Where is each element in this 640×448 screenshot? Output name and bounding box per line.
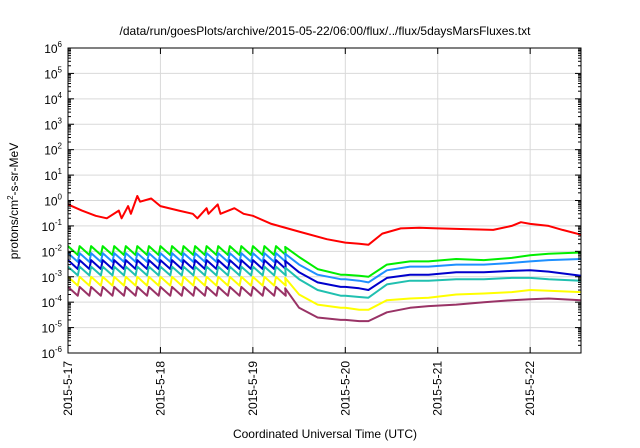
- chart-title: /data/run/goesPlots/archive/2015-05-22/0…: [120, 24, 532, 38]
- y-tick-label-base: 10: [44, 42, 58, 56]
- series-line-2: [67, 252, 582, 284]
- y-tick-label: 103: [44, 116, 62, 132]
- y-tick-label-exp: -1: [55, 218, 63, 227]
- y-axis-label-part1: protons/cm: [7, 200, 21, 259]
- y-axis: 10-610-510-410-310-210-11001011021031041…: [42, 40, 581, 361]
- y-tick-label-exp: -4: [55, 294, 63, 303]
- y-tick-label-base: 10: [42, 245, 56, 259]
- y-tick-label-base: 10: [44, 144, 58, 158]
- series-line-1: [67, 245, 582, 278]
- y-tick-label-base: 10: [44, 169, 58, 183]
- y-axis-label-part2: -s-sr-MeV: [7, 143, 21, 196]
- y-tick-label: 100: [44, 193, 62, 209]
- x-tick-label: 2015-5-18: [153, 361, 167, 416]
- y-tick-label: 10-6: [42, 345, 63, 361]
- y-tick-label: 106: [44, 40, 62, 56]
- x-tick-label: 2015-5-20: [338, 361, 352, 416]
- series-line-6: [67, 285, 582, 323]
- y-tick-label: 105: [44, 65, 62, 81]
- y-tick-label-exp: -6: [55, 345, 63, 354]
- y-tick-label: 101: [44, 167, 62, 183]
- x-axis: 2015-5-17 2015-5-18 2015-5-19 2015-5-20 2015…: [61, 48, 537, 416]
- y-tick-label-exp: -3: [55, 269, 63, 278]
- x-tick-label: 2015-5-19: [246, 361, 260, 416]
- y-tick-label-exp: 5: [58, 65, 63, 74]
- y-tick-label-base: 10: [42, 271, 56, 285]
- y-tick-label: 10-1: [42, 218, 63, 234]
- x-tick-label: 2015-5-17: [61, 361, 75, 416]
- y-tick-label: 102: [44, 142, 62, 158]
- y-tick-label: 10-5: [42, 320, 63, 336]
- y-tick-label-exp: -5: [55, 320, 63, 329]
- y-tick-label: 10-3: [42, 269, 63, 285]
- y-tick-label-exp: 6: [58, 40, 63, 49]
- series-line-5: [67, 275, 582, 311]
- y-tick-label-exp: 2: [58, 142, 63, 151]
- y-tick-label-exp: -2: [55, 243, 63, 252]
- y-tick-label-base: 10: [42, 322, 56, 336]
- y-tick-label-exp: 3: [58, 116, 63, 125]
- y-tick-label-exp: 0: [58, 193, 63, 202]
- y-tick-label-exp: 1: [58, 167, 63, 176]
- y-tick-label: 10-4: [42, 294, 63, 310]
- series-group: [67, 195, 582, 323]
- y-tick-label-base: 10: [44, 93, 58, 107]
- x-axis-label: Coordinated Universal Time (UTC): [233, 427, 417, 441]
- series-line-3: [67, 259, 582, 291]
- y-tick-label-base: 10: [42, 347, 56, 361]
- series-line-0: [67, 195, 582, 246]
- y-tick-label-exp: 4: [58, 91, 63, 100]
- y-axis-label-sup: 2: [6, 195, 15, 200]
- y-axis-label: protons/cm2-s-sr-MeV: [6, 143, 21, 259]
- y-tick-label-base: 10: [44, 195, 58, 209]
- y-tick-label: 10-2: [42, 243, 63, 259]
- y-tick-label: 104: [44, 91, 62, 107]
- x-tick-label: 2015-5-22: [523, 361, 537, 416]
- y-tick-label-base: 10: [42, 220, 56, 234]
- series-line-4: [67, 265, 582, 299]
- y-tick-label-base: 10: [44, 67, 58, 81]
- y-tick-label-base: 10: [42, 296, 56, 310]
- x-tick-label: 2015-5-21: [431, 361, 445, 416]
- y-tick-label-base: 10: [44, 118, 58, 132]
